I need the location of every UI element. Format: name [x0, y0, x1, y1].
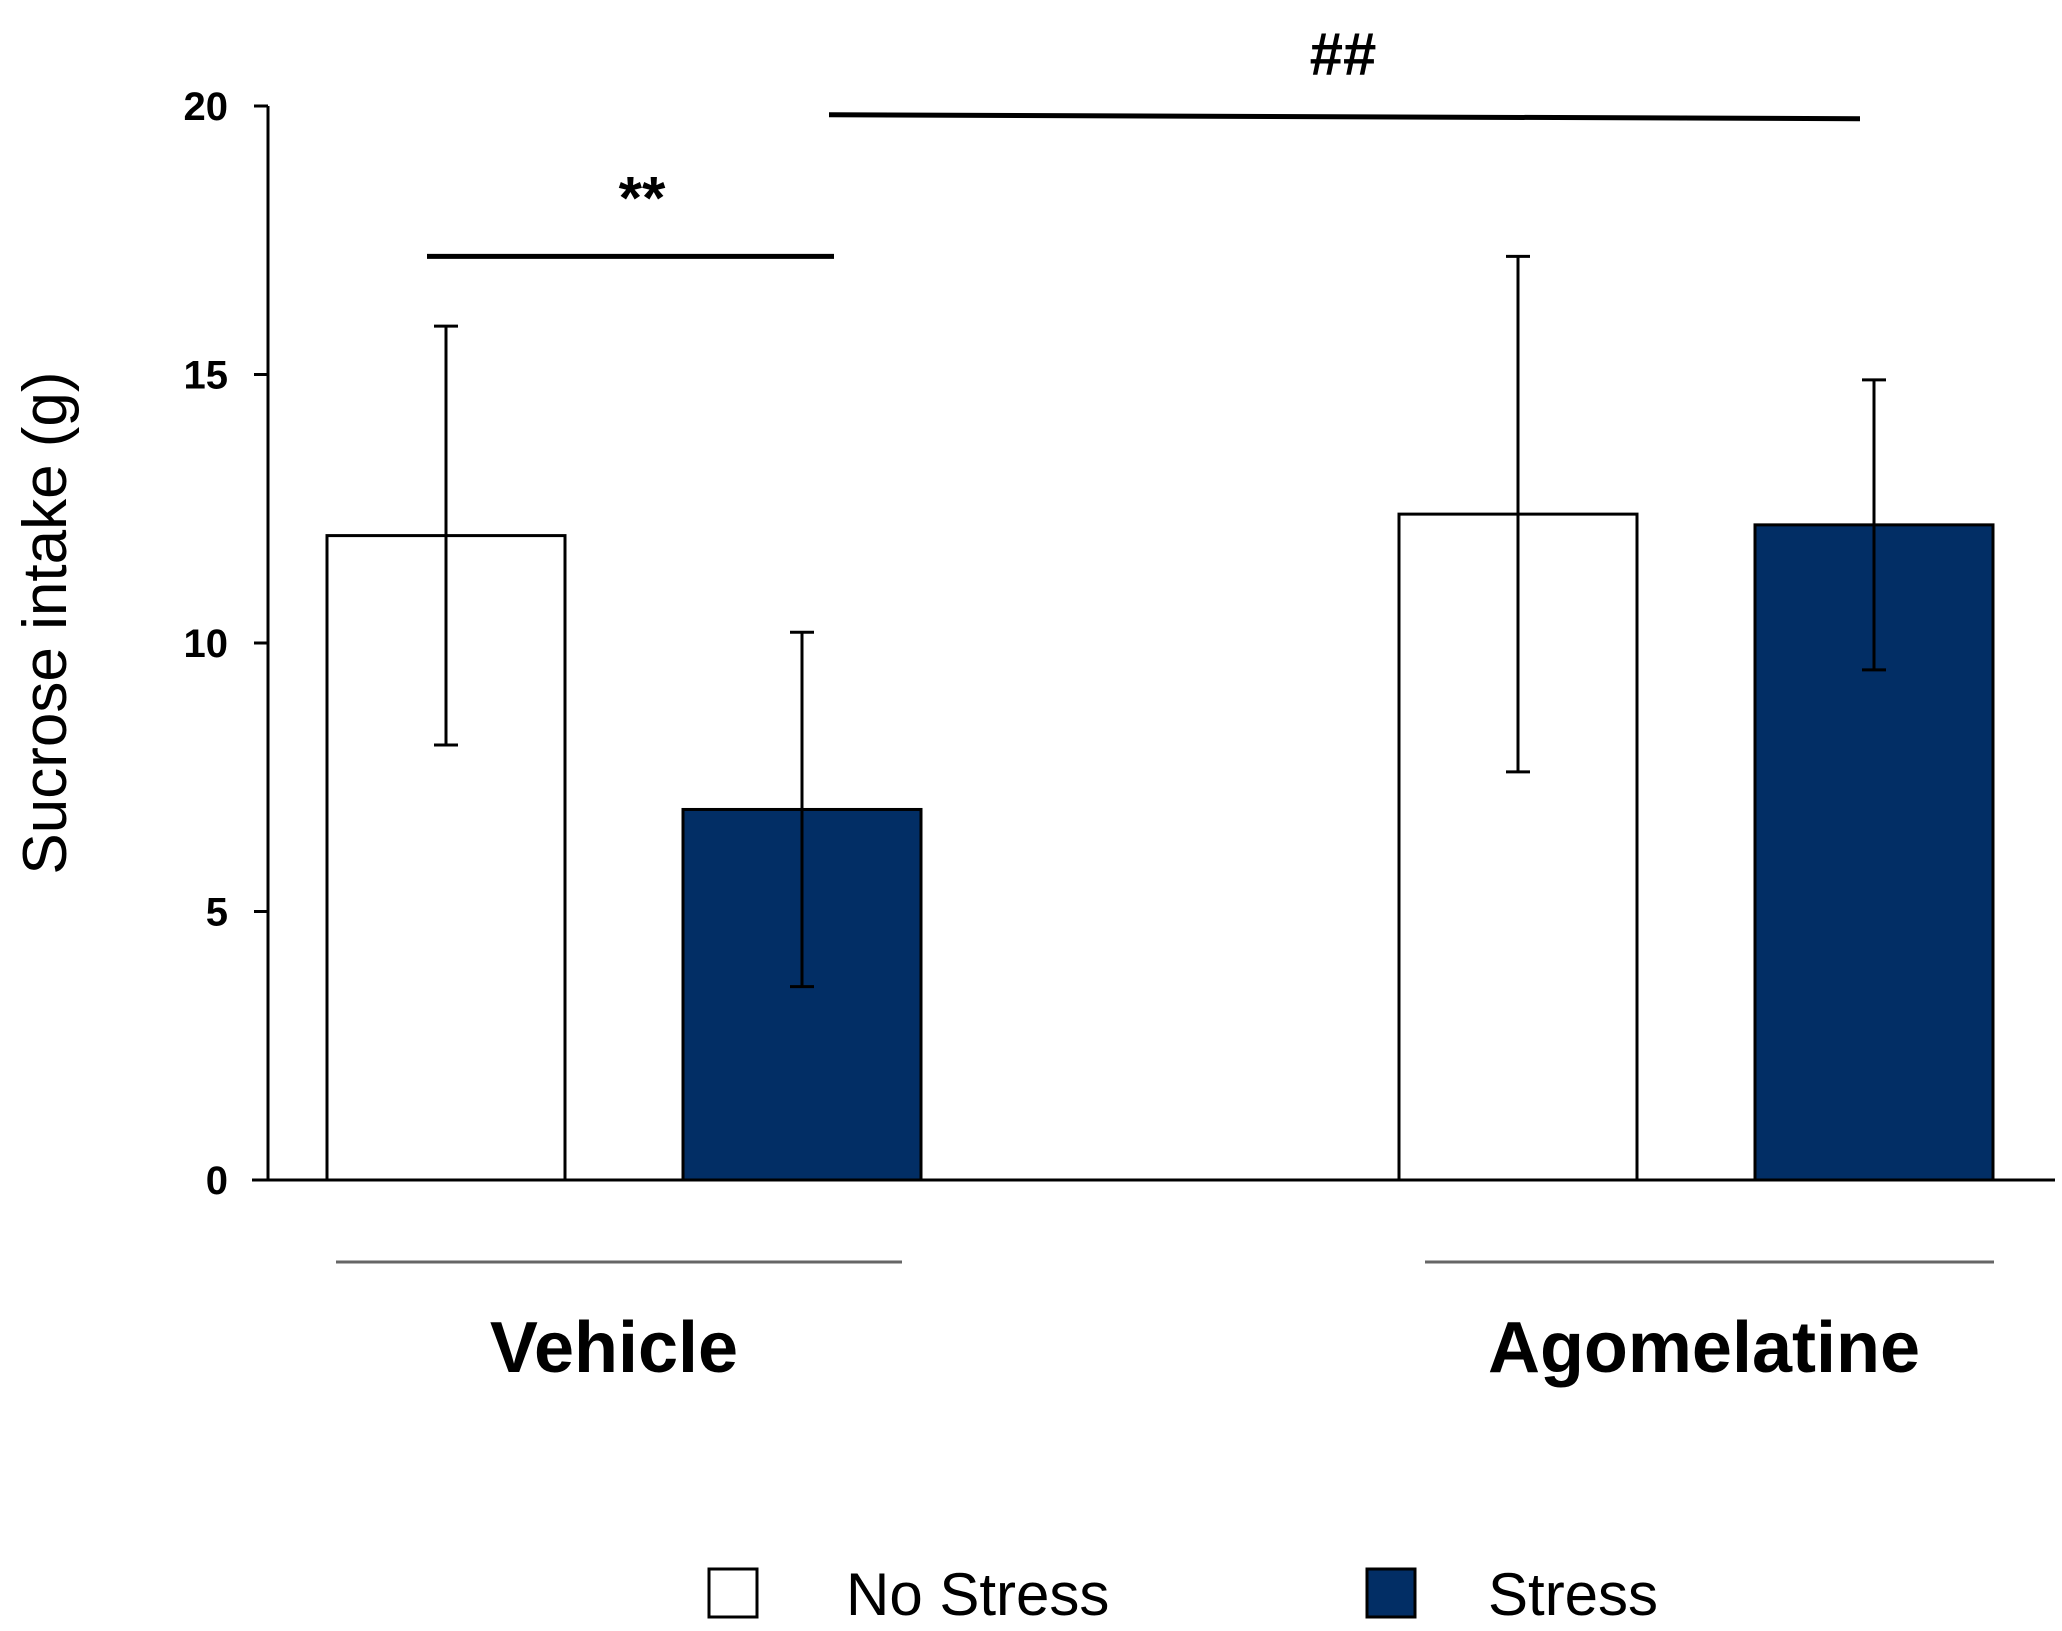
group-label-agomelatine: Agomelatine — [1488, 1308, 1920, 1388]
significance-label-stress: ## — [1310, 21, 1377, 88]
significance-line-stress — [828, 112, 1861, 122]
legend-swatch-no-stress — [707, 1567, 759, 1619]
y-tick-label-5: 5 — [206, 891, 228, 935]
y-tick-label-0: 0 — [206, 1159, 228, 1203]
y-axis-ticks: 0 5 10 15 20 — [184, 85, 268, 1203]
y-tick-label-20: 20 — [184, 85, 229, 129]
legend-label-no-stress: No Stress — [846, 1561, 1109, 1628]
error-bars — [434, 254, 1886, 989]
legend-swatch-stress — [1365, 1567, 1417, 1619]
y-tick-label-15: 15 — [184, 354, 229, 398]
group-label-vehicle: Vehicle — [490, 1308, 738, 1388]
legend-label-stress: Stress — [1488, 1561, 1658, 1628]
significance-label-vehicle: ** — [619, 164, 666, 231]
y-tick-label-10: 10 — [184, 622, 229, 666]
y-axis-title: Sucrose intake (g) — [11, 371, 80, 874]
legend: No Stress Stress — [707, 1561, 1658, 1628]
bar-series — [325, 512, 1995, 1182]
